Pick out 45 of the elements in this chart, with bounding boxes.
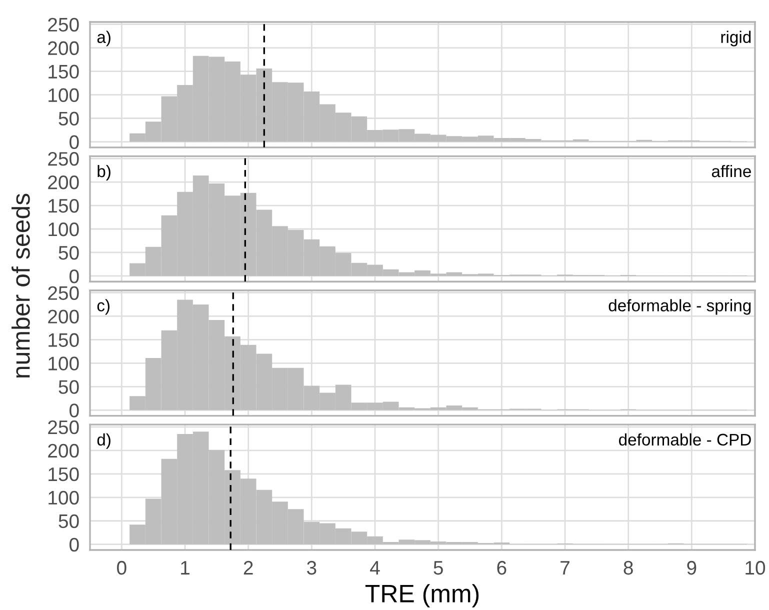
x-tick-label: 7 — [560, 561, 570, 575]
x-tick-label: 3 — [307, 560, 316, 575]
y-tick-label: 200 — [48, 41, 79, 56]
x-tick-label: 2 — [244, 560, 253, 575]
x-tick-label: 5 — [434, 561, 443, 575]
annotation: deformable - CPD — [619, 433, 751, 446]
x-tick-label: 4 — [370, 561, 380, 575]
x-tick-label: 6 — [497, 560, 506, 575]
y-tick-label: 150 — [48, 198, 79, 213]
y-tick-label: 250 — [48, 420, 79, 434]
y-tick-label: 100 — [48, 356, 79, 370]
y-tick-label: 100 — [48, 490, 79, 505]
x-tick-label: 8 — [624, 560, 633, 575]
y-tick-label: 0 — [70, 135, 79, 150]
y-tick-label: 0 — [70, 269, 79, 284]
y-tick-label: 100 — [48, 222, 79, 236]
annotation: b) — [98, 164, 110, 181]
x-tick-label: 1 — [181, 561, 190, 575]
y-tick-label: 200 — [48, 310, 79, 324]
y-tick-label: 150 — [48, 64, 79, 79]
y-tick-label: 50 — [58, 246, 79, 260]
y-tick-label: 200 — [48, 444, 79, 458]
y-tick-label: 250 — [48, 18, 79, 32]
annotation: a) — [97, 30, 110, 46]
annotation: affine — [712, 164, 751, 178]
x-tick-label: 0 — [117, 560, 126, 575]
y-tick-label: 200 — [48, 175, 79, 190]
y-tick-label: 0 — [70, 538, 79, 552]
y-tick-label: 250 — [48, 286, 79, 300]
x-axis-title: TRE (mm) — [365, 584, 479, 608]
annotation: c) — [97, 299, 110, 315]
y-tick-label: 150 — [48, 333, 79, 347]
y-tick-label: 150 — [48, 467, 79, 482]
x-tick-label: 9 — [687, 560, 696, 575]
y-tick-label: 250 — [48, 152, 79, 166]
y-axis-title: number of seeds — [12, 194, 30, 378]
y-tick-label: 0 — [70, 404, 79, 418]
y-tick-label: 50 — [58, 112, 79, 126]
y-tick-label: 100 — [48, 88, 79, 102]
annotation: d) — [97, 433, 110, 449]
annotation: deformable - spring — [608, 299, 751, 315]
annotation: rigid — [721, 30, 751, 46]
y-tick-label: 50 — [58, 380, 79, 394]
y-tick-label: 50 — [58, 514, 79, 528]
x-tick-label: 10 — [746, 560, 766, 575]
